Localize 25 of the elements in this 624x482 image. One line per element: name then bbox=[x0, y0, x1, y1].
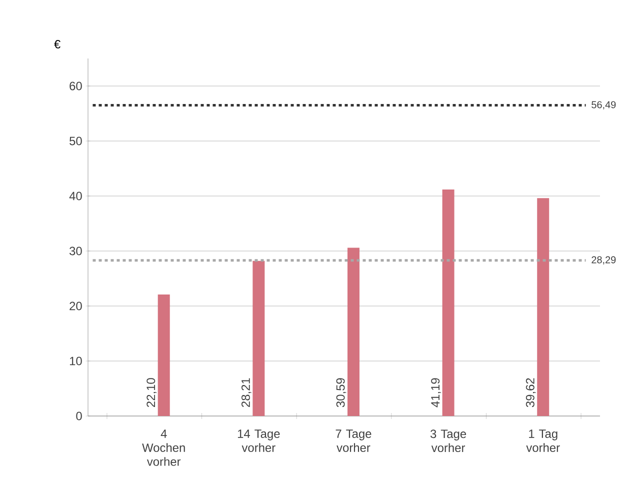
y-tick-label: 40 bbox=[69, 192, 82, 200]
y-tick-label: 0 bbox=[76, 412, 82, 420]
x-tick-label: 3 Tage vorher bbox=[430, 430, 466, 452]
y-axis-title: € bbox=[54, 40, 60, 48]
bar bbox=[252, 260, 265, 416]
x-tick-label: 4 Wochen vorher bbox=[142, 430, 185, 466]
data-label: 28,21 bbox=[241, 378, 252, 407]
x-tick-label: 7 Tage vorher bbox=[336, 430, 372, 452]
y-tick-label: 10 bbox=[70, 356, 82, 366]
ref-line-label: 28,29 bbox=[592, 256, 616, 265]
x-tick-label: 1 Tag vorher bbox=[526, 430, 560, 452]
y-tick-label: 30 bbox=[70, 246, 82, 256]
bar bbox=[158, 294, 170, 416]
bar bbox=[347, 248, 360, 416]
ref-line-label: 56,49 bbox=[592, 101, 616, 110]
data-label: 39,62 bbox=[526, 378, 536, 408]
data-label: 22,10 bbox=[146, 378, 157, 407]
y-tick-label: 20 bbox=[70, 302, 82, 310]
y-tick-label: 60 bbox=[70, 82, 82, 90]
data-label: 30,59 bbox=[336, 378, 346, 408]
x-tick-label: 14 Tage vorher bbox=[238, 430, 280, 452]
data-label: 41,19 bbox=[431, 378, 441, 408]
y-tick-label: 50 bbox=[70, 136, 82, 146]
bar bbox=[442, 189, 454, 416]
bar bbox=[537, 198, 550, 416]
